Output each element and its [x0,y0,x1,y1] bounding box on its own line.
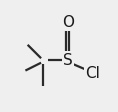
Text: S: S [63,53,73,68]
Text: Cl: Cl [85,66,100,81]
Text: O: O [62,15,74,30]
